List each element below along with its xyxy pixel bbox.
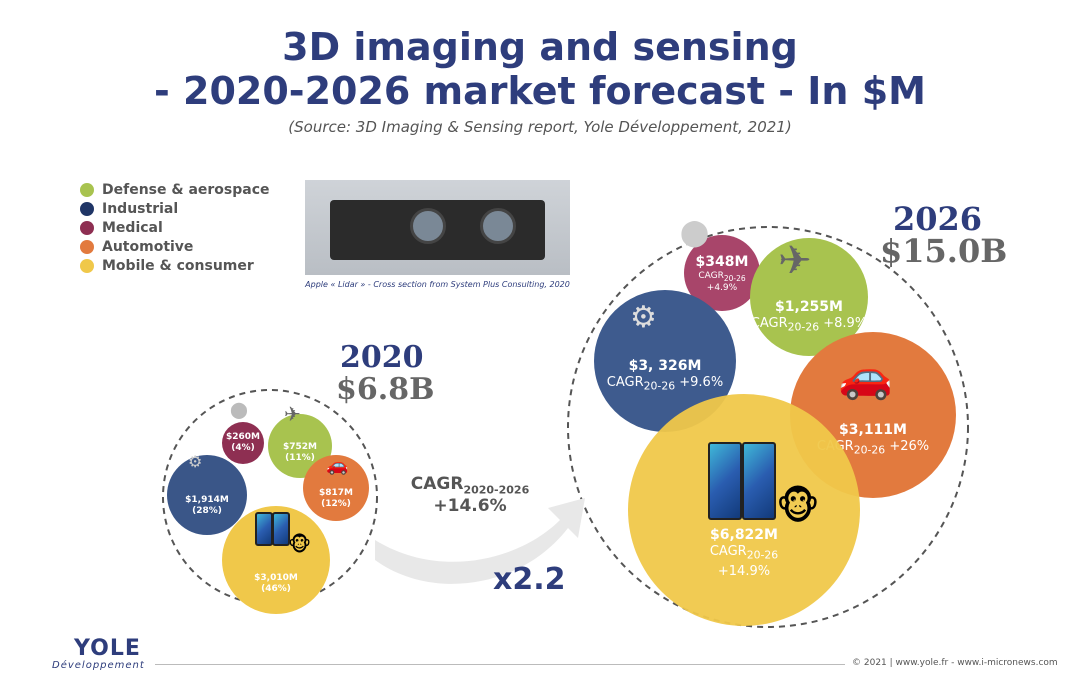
logo-yole: YOLE xyxy=(74,636,141,661)
bubble-2020-medical: $260M (4%) xyxy=(222,422,264,464)
monkey-icon: 🐵 xyxy=(288,532,312,556)
group-2026-outline xyxy=(567,226,969,628)
total-2020: $6.8B xyxy=(336,372,435,407)
phone-icon xyxy=(742,442,776,520)
phone-icon xyxy=(255,512,273,546)
page-title-line-2: - 2020-2026 market forecast - In $M xyxy=(154,69,926,113)
car-icon: 🚗 xyxy=(838,351,893,402)
phone-icon xyxy=(708,442,742,520)
bubble-2020-automotive: $817M (12%) xyxy=(303,455,369,521)
scanner-icon: ⬤ xyxy=(680,218,710,248)
total-2026: $15.0B xyxy=(880,232,1008,270)
legend-item-industrial: Industrial xyxy=(80,199,270,218)
legend-item-automotive: Automotive xyxy=(80,237,270,256)
page-title-line-1: 3D imaging and sensing xyxy=(282,25,798,69)
logo-subtitle: Développement xyxy=(52,660,145,671)
footer-copyright: © 2021 | www.yole.fr - www.i-micronews.c… xyxy=(852,658,1058,668)
legend-item-medical: Medical xyxy=(80,218,270,237)
year-2026: 2026 xyxy=(893,200,983,238)
lidar-photo xyxy=(305,180,570,275)
bubble-2026-defense: $1,255M CAGR20-26 +8.9% xyxy=(750,238,868,356)
legend: Defense & aerospace Industrial Medical A… xyxy=(80,180,270,275)
growth-arrow xyxy=(375,498,585,584)
legend-item-mobile: Mobile & consumer xyxy=(80,256,270,275)
bubble-2020-industrial: $1,914M (28%) xyxy=(167,455,247,535)
car-icon: 🚗 xyxy=(326,455,349,476)
jet-icon: ✈ xyxy=(284,402,301,426)
scanner-icon: ⬤ xyxy=(230,400,248,419)
robot-arm-icon: ⚙ xyxy=(630,300,657,335)
growth-multiple: x2.2 xyxy=(493,562,566,597)
overall-cagr: CAGR2020-2026 +14.6% xyxy=(410,474,530,517)
monkey-icon: 🐵 xyxy=(776,484,820,528)
photo-caption: Apple « Lidar » - Cross section from Sys… xyxy=(305,280,570,289)
year-2020: 2020 xyxy=(340,340,424,375)
legend-item-defense: Defense & aerospace xyxy=(80,180,270,199)
phone-icon xyxy=(272,512,290,546)
jet-icon: ✈ xyxy=(778,238,812,284)
source-note: (Source: 3D Imaging & Sensing report, Yo… xyxy=(288,118,792,136)
robot-arm-icon: ⚙ xyxy=(188,452,203,471)
bubble-2020-defense: $752M (11%) xyxy=(268,414,332,478)
footer-divider xyxy=(155,664,845,665)
